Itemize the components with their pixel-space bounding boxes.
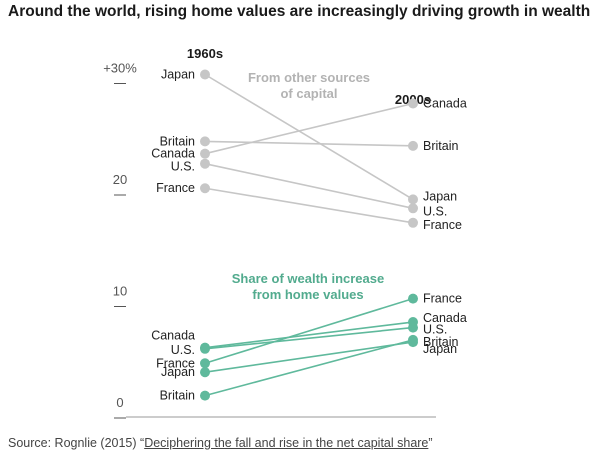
other-label-2000s-france: France bbox=[423, 218, 462, 232]
other-label-1960s-canada: Canada bbox=[151, 147, 195, 161]
home-slope-line-britain bbox=[204, 339, 414, 397]
y-tick-label: +30% bbox=[103, 61, 137, 76]
other-slope-line-us bbox=[204, 162, 414, 210]
home-point-1960s-britain bbox=[200, 390, 210, 401]
other-point-1960s-us bbox=[200, 158, 210, 169]
other-point-1960s-britain bbox=[200, 136, 210, 147]
other-slope-line-canada bbox=[204, 102, 414, 155]
home-label-1960s-us: U.S. bbox=[171, 343, 195, 357]
other-label-2000s-canada: Canada bbox=[423, 96, 467, 110]
home-point-1960s-france bbox=[200, 358, 210, 369]
home-point-2000s-britain bbox=[408, 334, 418, 345]
home-panel-annotation: Share of wealth increase bbox=[232, 271, 384, 286]
source-prefix: Source: Rognlie (2015) “ bbox=[8, 436, 145, 450]
other-label-1960s-us: U.S. bbox=[171, 160, 195, 174]
home-label-2000s-britain: Britain bbox=[423, 335, 458, 349]
other-label-1960s-japan: Japan bbox=[161, 68, 195, 82]
home-point-2000s-france bbox=[408, 293, 418, 304]
other-point-2000s-us bbox=[408, 203, 418, 214]
other-panel-annotation: From other sources bbox=[248, 70, 370, 85]
other-label-2000s-britain: Britain bbox=[423, 139, 458, 153]
other-point-2000s-japan bbox=[408, 194, 418, 205]
other-label-2000s-us: U.S. bbox=[423, 204, 447, 218]
home-label-1960s-france: France bbox=[156, 356, 195, 370]
y-tick-label: 10 bbox=[113, 284, 127, 299]
other-point-1960s-france bbox=[200, 183, 210, 194]
other-point-1960s-japan bbox=[200, 69, 210, 80]
home-point-2000s-us bbox=[408, 322, 418, 333]
other-slope-line-france bbox=[204, 187, 414, 224]
y-tick-label: 0 bbox=[116, 395, 123, 410]
home-label-1960s-britain: Britain bbox=[160, 389, 195, 403]
home-label-1960s-canada: Canada bbox=[151, 329, 195, 343]
home-point-1960s-us bbox=[200, 343, 210, 354]
home-label-2000s-us: U.S. bbox=[423, 323, 447, 337]
home-label-2000s-canada: Canada bbox=[423, 311, 467, 325]
home-label-2000s-japan: Japan bbox=[423, 342, 457, 356]
other-label-2000s-japan: Japan bbox=[423, 189, 457, 203]
column-heading-1960s: 1960s bbox=[187, 46, 223, 61]
home-slope-line-japan bbox=[204, 341, 414, 373]
home-label-2000s-france: France bbox=[423, 292, 462, 306]
other-point-2000s-canada bbox=[408, 98, 418, 109]
other-point-1960s-canada bbox=[200, 148, 210, 159]
chart-title: Around the world, rising home values are… bbox=[8, 3, 591, 20]
other-label-1960s-france: France bbox=[156, 181, 195, 195]
home-slope-line-canada bbox=[204, 321, 414, 349]
home-panel-annotation: from home values bbox=[252, 287, 363, 302]
home-label-1960s-japan: Japan bbox=[161, 365, 195, 379]
source-link[interactable]: Deciphering the fall and rise in the net… bbox=[144, 436, 429, 450]
home-point-1960s-japan bbox=[200, 367, 210, 378]
other-panel-annotation: of capital bbox=[280, 86, 337, 101]
source-suffix: ” bbox=[428, 436, 433, 450]
other-slope-line-japan bbox=[204, 73, 414, 201]
other-point-2000s-france bbox=[408, 217, 418, 228]
home-slope-line-us bbox=[204, 326, 414, 350]
slope-chart: +30%201001960s2000sFrom other sourcesof … bbox=[103, 46, 467, 419]
other-label-1960s-britain: Britain bbox=[160, 134, 195, 148]
other-slope-line-britain bbox=[204, 140, 414, 147]
source-note: Source: Rognlie (2015) “Deciphering the … bbox=[8, 436, 433, 450]
home-slope-line-france bbox=[204, 297, 414, 365]
y-tick-label: 20 bbox=[113, 172, 127, 187]
other-point-2000s-britain bbox=[408, 140, 418, 151]
